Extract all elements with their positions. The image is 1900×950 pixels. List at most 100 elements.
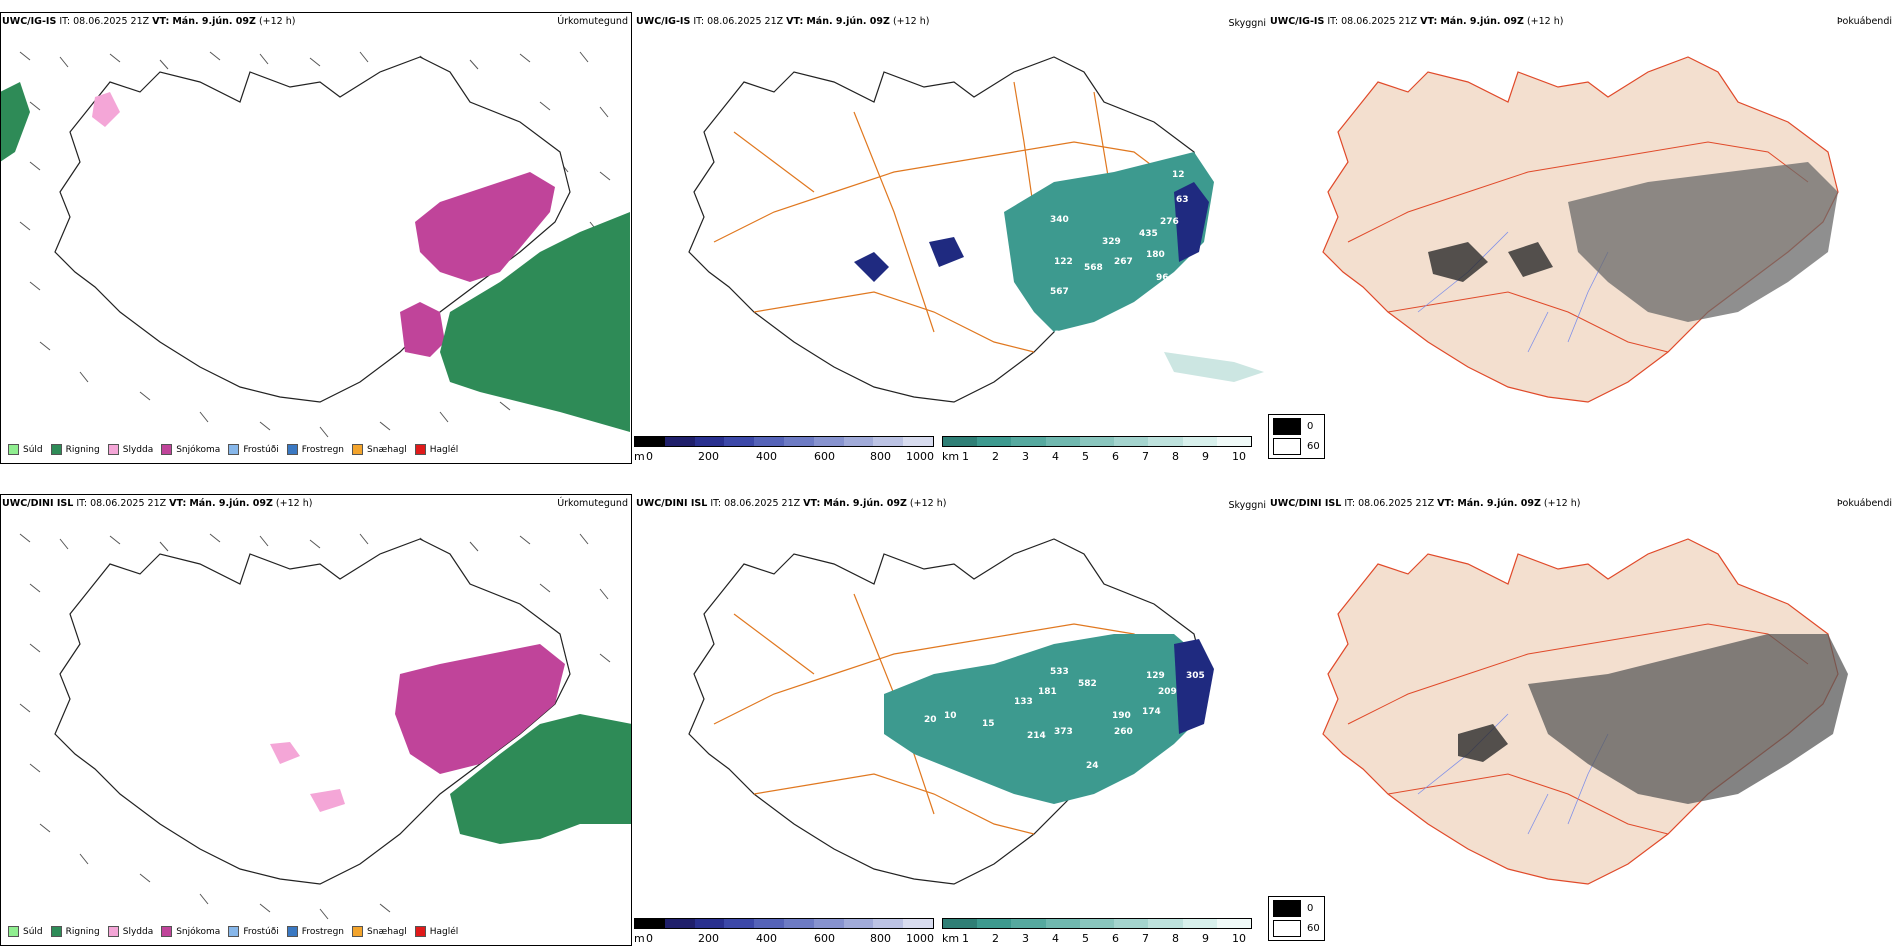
visibility-label: 582 [1078,679,1097,689]
visibility-area-teal [1004,152,1214,332]
colorbar-tick: 1000 [906,932,934,945]
visibility-label: 435 [1139,229,1158,239]
legend-swatch [414,926,426,937]
fog-legend: 0 60 [1268,414,1325,459]
visibility-label: 260 [1114,727,1133,737]
fog-area-2 [1458,724,1508,762]
legend-item: Snæhagl [352,926,407,937]
colorbar-tick: 7 [1142,450,1149,463]
colorbar-unit: km [942,450,960,463]
legend-swatch [414,444,426,455]
legend-item: Snjókoma [161,444,220,455]
fog-area-3 [1508,242,1553,277]
colorbar-tick: 800 [870,932,891,945]
visibility-colorbar-km [942,918,1252,929]
precip-legend: Súld Rigning Slydda Snjókoma Frostúði Fr… [8,926,458,937]
legend-swatch [8,444,19,455]
legend-swatch [107,926,119,937]
precip-type-panel-top: UWC/IG-IS IT: 08.06.2025 21Z VT: Mán. 9.… [0,12,632,464]
visibility-label: 310 [1054,330,1073,340]
legend-item: Rigning [50,444,100,455]
sleet-area [270,742,300,764]
colorbar-tick: 4 [1052,932,1059,945]
fog-panel-bottom: UWC/DINI ISL IT: 08.06.2025 21Z VT: Mán.… [1268,494,1900,946]
visibility-area-dark-3 [929,237,964,267]
visibility-label: 209 [1158,687,1177,697]
roads [1347,141,1809,353]
visibility-area-dark [1174,639,1214,734]
panel-header: UWC/IG-IS IT: 08.06.2025 21Z VT: Mán. 9.… [1270,16,1564,27]
visibility-area-teal [884,634,1209,804]
sleet-area-2 [310,789,345,812]
colorbar-tick: 3 [1022,932,1029,945]
colorbar-tick: 10 [1232,450,1246,463]
visibility-label: 568 [1084,263,1103,273]
visibility-label: 15 [982,719,995,729]
visibility-labels: 340 329 435 276 267 568 122 567 98 180 9… [997,170,1189,340]
colorbar-tick: 10 [1232,932,1246,945]
iceland-outline [54,56,571,403]
panel-title: Úrkomutegund [557,498,628,509]
legend-swatch [161,444,173,455]
colorbar-tick: 800 [870,450,891,463]
colorbar-tick: 6 [1112,932,1119,945]
legend-item: Rigning [50,926,100,937]
colorbar-tick: 1 [962,932,969,945]
colorbar-tick: 3 [1022,450,1029,463]
visibility-label: 133 [1014,697,1033,707]
panel-title: Skyggni [1228,500,1266,511]
legend-item: Frostregn [286,926,344,937]
visibility-panel-bottom: UWC/DINI ISL IT: 08.06.2025 21Z VT: Mán.… [634,494,1266,946]
panel-header: UWC/DINI ISL IT: 08.06.2025 21Z VT: Mán.… [2,498,313,509]
colorbar-tick: 600 [814,932,835,945]
legend-item: Snæhagl [352,444,407,455]
colorbar-tick: 4 [1052,450,1059,463]
fog-legend: 0 60 [1268,896,1325,941]
visibility-label: 276 [1160,217,1179,227]
legend-swatch [286,444,298,455]
visibility-label: 174 [1142,707,1161,717]
visibility-label: 533 [1050,667,1069,677]
legend-swatch [228,444,240,455]
legend-swatch [228,926,240,937]
visibility-label: 190 [1112,711,1131,721]
colorbar-tick: 0 [646,932,653,945]
colorbar-tick: 5 [1082,932,1089,945]
visibility-label: 96 [1156,273,1169,283]
rain-area-west [0,82,30,162]
colorbar-tick: 1000 [906,450,934,463]
colorbar-tick: 6 [1112,450,1119,463]
colorbar-tick: 2 [992,932,999,945]
visibility-label: 180 [1146,250,1165,260]
legend-swatch [161,926,173,937]
snow-area-2 [400,302,445,357]
panel-header: UWC/DINI ISL IT: 08.06.2025 21Z VT: Mán.… [636,498,947,509]
visibility-label: 567 [1050,287,1069,297]
precip-map [0,51,630,438]
visibility-label: 305 [1186,671,1205,681]
visibility-label: 181 [1038,687,1057,697]
panel-title: Skyggni [1228,18,1266,29]
legend-swatch [50,444,62,455]
iceland-outline [688,56,1205,403]
visibility-map: 533 582 181 133 190 373 260 214 86 20 10… [688,538,1214,885]
fog-area-2 [1428,242,1488,282]
visibility-colorbar-km [942,436,1252,447]
fog-map [1322,56,1839,403]
precip-legend: Súld Rigning Slydda Snjókoma Frostúði Fr… [8,444,458,455]
colorbar-tick: 7 [1142,932,1149,945]
colorbar-tick: 0 [646,450,653,463]
legend-item: Frostregn [286,444,344,455]
visibility-colorbar-m [634,436,934,447]
legend-swatch [107,444,119,455]
precip-map [19,533,632,920]
colorbar-tick: 9 [1202,450,1209,463]
visibility-colorbar-m [634,918,934,929]
panel-header: UWC/IG-IS IT: 08.06.2025 21Z VT: Mán. 9.… [2,16,296,27]
sleet-area [92,92,120,127]
visibility-labels: 533 582 181 133 190 373 260 214 86 20 10… [877,667,1205,771]
colorbar-tick: 200 [698,450,719,463]
panel-header: UWC/IG-IS IT: 08.06.2025 21Z VT: Mán. 9.… [636,16,930,27]
fog-area [1528,634,1848,804]
visibility-label: 214 [1027,731,1046,741]
